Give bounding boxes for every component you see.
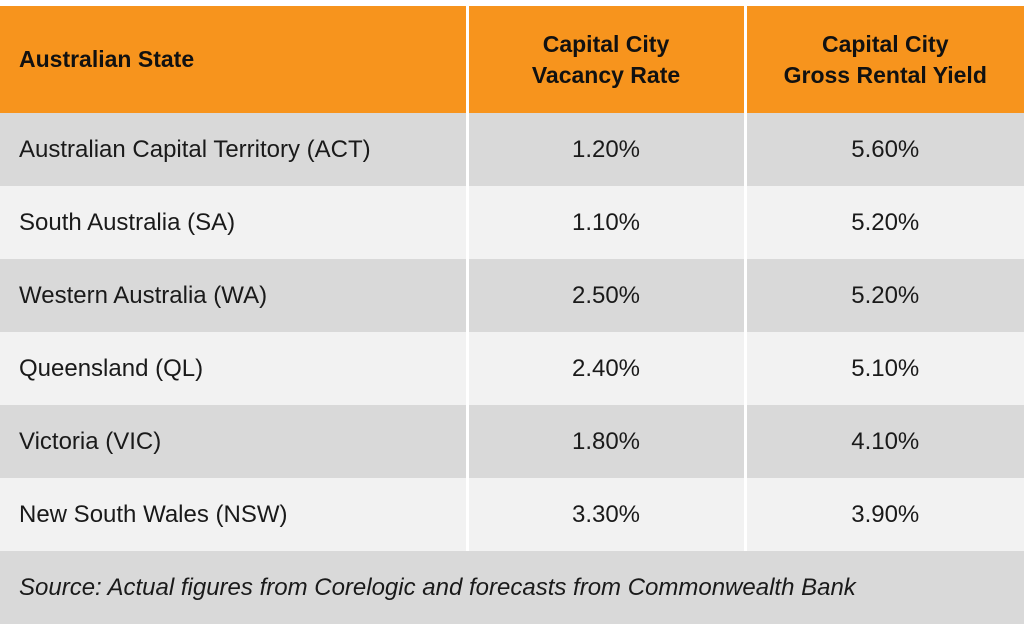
table-body: Australian Capital Territory (ACT) 1.20%… <box>0 113 1024 551</box>
rental-table: Australian State Capital City Vacancy Ra… <box>0 6 1024 624</box>
header-gross-rental-yield: Capital City Gross Rental Yield <box>743 6 1024 113</box>
cell-gross-rental-yield: 5.60% <box>743 113 1024 186</box>
cell-state: Australian Capital Territory (ACT) <box>0 113 467 186</box>
cell-gross-rental-yield: 5.10% <box>743 332 1024 405</box>
table-header: Australian State Capital City Vacancy Ra… <box>0 6 1024 113</box>
cell-state: South Australia (SA) <box>0 186 467 259</box>
cell-vacancy-rate: 3.30% <box>465 478 745 551</box>
table-row: New South Wales (NSW) 3.30% 3.90% <box>0 478 1024 551</box>
cell-state: Western Australia (WA) <box>0 259 467 332</box>
table-row: Australian Capital Territory (ACT) 1.20%… <box>0 113 1024 186</box>
source-note: Source: Actual figures from Corelogic an… <box>0 551 1024 624</box>
table-row: Victoria (VIC) 1.80% 4.10% <box>0 405 1024 478</box>
table-footer: Source: Actual figures from Corelogic an… <box>0 551 1024 624</box>
header-yield-line-2: Gross Rental Yield <box>783 61 987 88</box>
table-row: South Australia (SA) 1.10% 5.20% <box>0 186 1024 259</box>
table-row: Western Australia (WA) 2.50% 5.20% <box>0 259 1024 332</box>
cell-vacancy-rate: 1.80% <box>465 405 745 478</box>
cell-vacancy-rate: 2.40% <box>465 332 745 405</box>
header-vacancy-rate: Capital City Vacancy Rate <box>465 6 745 113</box>
rental-data-table: Australian State Capital City Vacancy Ra… <box>0 6 1024 625</box>
cell-vacancy-rate: 2.50% <box>465 259 745 332</box>
cell-gross-rental-yield: 3.90% <box>743 478 1024 551</box>
cell-gross-rental-yield: 5.20% <box>743 259 1024 332</box>
cell-gross-rental-yield: 4.10% <box>743 405 1024 478</box>
cell-state: Queensland (QL) <box>0 332 467 405</box>
cell-vacancy-rate: 1.10% <box>465 186 745 259</box>
cell-gross-rental-yield: 5.20% <box>743 186 1024 259</box>
cell-vacancy-rate: 1.20% <box>465 113 745 186</box>
header-vacancy-line-1: Capital City <box>542 30 670 57</box>
source-row: Source: Actual figures from Corelogic an… <box>0 551 1024 624</box>
header-row: Australian State Capital City Vacancy Ra… <box>0 6 1024 113</box>
cell-state: New South Wales (NSW) <box>0 478 467 551</box>
cell-state: Victoria (VIC) <box>0 405 467 478</box>
header-yield-line-1: Capital City <box>821 30 949 57</box>
header-vacancy-line-2: Vacancy Rate <box>531 61 681 88</box>
table-row: Queensland (QL) 2.40% 5.10% <box>0 332 1024 405</box>
header-state: Australian State <box>0 6 467 113</box>
